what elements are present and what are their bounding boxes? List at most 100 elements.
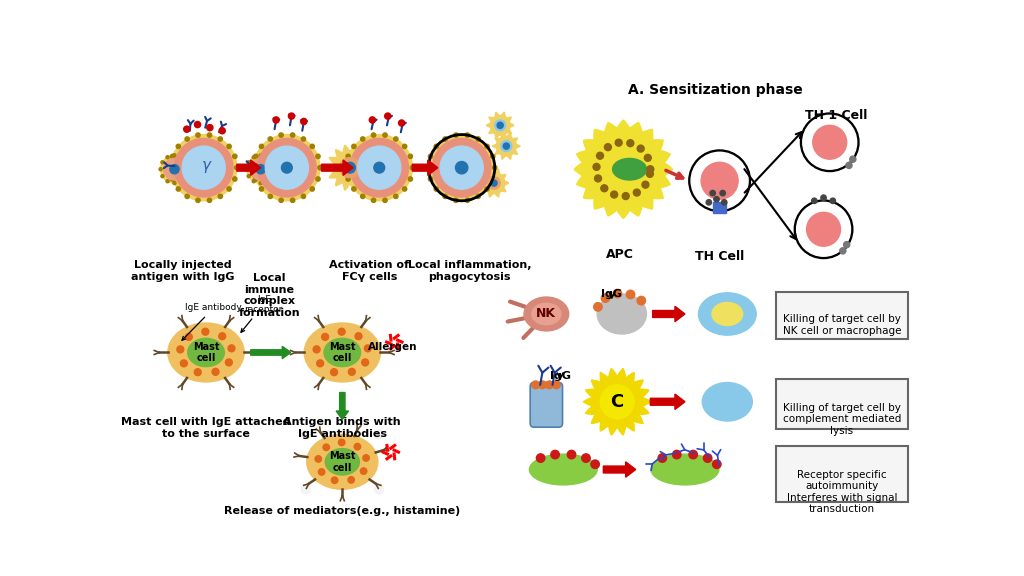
Ellipse shape [187,338,224,366]
Circle shape [374,162,385,173]
Circle shape [713,460,721,468]
Circle shape [658,454,667,463]
Circle shape [490,154,495,158]
Circle shape [247,161,250,164]
Text: C: C [610,393,624,411]
Circle shape [490,180,497,186]
Text: IgE
receptor: IgE receptor [241,294,283,332]
Circle shape [503,143,509,149]
Circle shape [159,168,162,170]
Circle shape [298,427,313,442]
Circle shape [298,482,313,497]
Circle shape [360,137,365,141]
Circle shape [317,165,323,170]
Circle shape [689,450,697,459]
Circle shape [301,430,310,439]
Circle shape [600,385,634,419]
Circle shape [174,138,233,197]
Circle shape [443,194,447,199]
Circle shape [301,194,305,199]
Circle shape [268,137,272,141]
Circle shape [346,154,350,158]
Circle shape [601,185,608,192]
Circle shape [371,482,387,497]
Circle shape [440,146,483,190]
Circle shape [218,194,222,199]
Circle shape [627,290,635,299]
Circle shape [846,162,852,168]
Circle shape [266,180,269,183]
Circle shape [168,165,173,170]
Circle shape [647,166,653,173]
Circle shape [331,369,338,376]
Circle shape [212,369,219,376]
Circle shape [282,162,292,173]
Circle shape [232,154,237,158]
Circle shape [615,139,623,146]
Circle shape [623,192,629,199]
Circle shape [180,156,183,159]
Ellipse shape [326,449,359,475]
Circle shape [411,165,415,170]
Circle shape [346,177,350,181]
Circle shape [180,180,183,183]
Circle shape [256,165,265,174]
Circle shape [812,198,817,203]
Ellipse shape [524,297,568,331]
Circle shape [170,177,175,181]
FancyBboxPatch shape [530,382,562,427]
Polygon shape [574,120,673,218]
FancyBboxPatch shape [776,446,908,502]
Circle shape [247,156,274,183]
FancyArrow shape [322,160,353,175]
Circle shape [610,191,617,198]
Circle shape [254,135,319,201]
Circle shape [232,177,237,181]
Circle shape [252,180,255,183]
Circle shape [372,133,376,137]
Circle shape [372,198,376,202]
Polygon shape [486,112,514,138]
FancyArrow shape [603,462,636,478]
Circle shape [485,187,489,191]
Circle shape [644,154,651,161]
Circle shape [164,158,185,180]
Circle shape [383,198,387,202]
Circle shape [228,345,234,352]
Circle shape [259,181,262,185]
Circle shape [195,369,202,376]
Text: γ: γ [203,158,211,173]
Circle shape [803,115,857,169]
Circle shape [171,135,237,201]
Circle shape [289,113,295,119]
Circle shape [161,175,164,177]
Circle shape [495,120,506,131]
Text: TH 1 Cell: TH 1 Cell [805,109,867,122]
Circle shape [259,154,262,157]
Circle shape [689,150,751,211]
Circle shape [398,120,404,126]
Circle shape [254,177,258,181]
Circle shape [465,198,470,202]
Circle shape [627,140,634,147]
Polygon shape [493,133,520,159]
Circle shape [313,346,321,353]
Circle shape [332,477,338,483]
Circle shape [432,138,490,197]
Circle shape [720,191,725,196]
Circle shape [166,156,169,159]
Text: Antigen binds with
IgE antibodies: Antigen binds with IgE antibodies [284,417,401,439]
Circle shape [443,137,447,141]
Circle shape [310,187,314,191]
Circle shape [176,187,180,191]
Circle shape [291,198,295,202]
Circle shape [271,161,274,164]
Ellipse shape [324,338,360,366]
Circle shape [265,146,308,190]
Circle shape [361,359,369,366]
Ellipse shape [168,323,244,382]
Circle shape [195,122,201,128]
Circle shape [338,328,345,335]
Circle shape [250,158,271,180]
Circle shape [170,154,175,158]
